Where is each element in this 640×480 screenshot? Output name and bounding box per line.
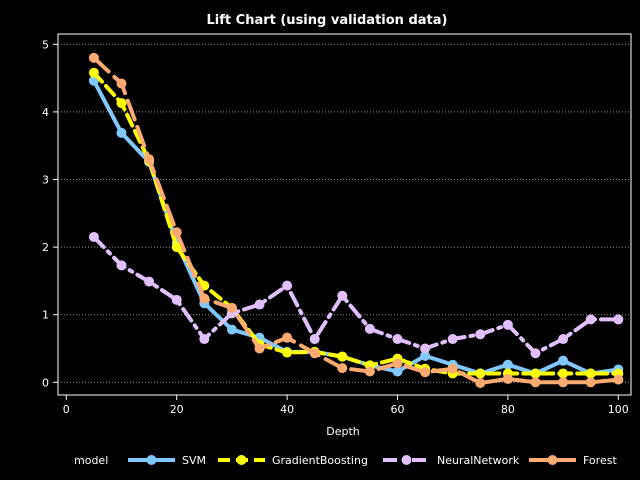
- data-point: [420, 343, 431, 354]
- data-point: [364, 366, 375, 377]
- data-point: [309, 348, 320, 359]
- data-point: [116, 78, 127, 89]
- legend-label: GradientBoosting: [272, 454, 368, 467]
- data-point: [392, 366, 403, 377]
- x-tick-label: 80: [501, 403, 515, 416]
- data-point: [337, 351, 348, 362]
- y-tick-label: 5: [42, 38, 49, 51]
- data-point: [171, 242, 182, 253]
- series-group: [88, 52, 624, 388]
- data-point: [558, 377, 569, 388]
- y-axis: 0 1 2 3 4 5: [42, 38, 58, 389]
- data-point: [144, 154, 155, 165]
- data-point: [392, 334, 403, 345]
- data-point: [475, 368, 486, 379]
- data-point: [475, 377, 486, 388]
- data-point: [364, 323, 375, 334]
- data-point: [309, 334, 320, 345]
- data-point: [613, 314, 624, 325]
- data-point: [447, 334, 458, 345]
- data-point: [502, 359, 513, 370]
- y-tick-label: 1: [42, 309, 49, 322]
- legend-swatch-marker: [547, 455, 558, 465]
- x-tick-label: 0: [63, 403, 70, 416]
- data-point: [447, 363, 458, 374]
- series-NeuralNetwork: [88, 231, 624, 359]
- y-tick-label: 3: [42, 174, 49, 187]
- x-tick-label: 40: [280, 403, 294, 416]
- data-point: [116, 98, 127, 109]
- data-point: [337, 290, 348, 301]
- data-point: [502, 319, 513, 330]
- data-point: [254, 343, 265, 354]
- x-tick-label: 20: [170, 403, 184, 416]
- data-point: [199, 293, 210, 304]
- data-point: [88, 67, 99, 78]
- legend-swatch-marker: [401, 455, 412, 465]
- data-point: [282, 280, 293, 291]
- data-point: [585, 368, 596, 379]
- data-point: [530, 368, 541, 379]
- data-point: [558, 368, 569, 379]
- legend-title: model: [74, 454, 108, 467]
- data-point: [226, 324, 237, 335]
- data-point: [171, 294, 182, 305]
- legend: model SVM GradientBoosting NeuralNetwork Fo…: [74, 454, 617, 467]
- data-point: [392, 358, 403, 369]
- data-point: [558, 355, 569, 366]
- legend-swatch-marker: [146, 455, 157, 465]
- x-axis-label: Depth: [326, 425, 360, 438]
- data-point: [475, 329, 486, 340]
- data-point: [420, 367, 431, 378]
- x-axis: 0 20 40 60 80 100: [63, 395, 629, 416]
- legend-swatch-marker: [236, 455, 247, 465]
- data-point: [530, 377, 541, 388]
- data-point: [558, 334, 569, 345]
- data-point: [530, 348, 541, 359]
- y-tick-label: 4: [42, 106, 49, 119]
- data-point: [337, 363, 348, 374]
- x-tick-label: 100: [608, 403, 629, 416]
- data-point: [282, 347, 293, 358]
- series-Forest: [88, 52, 624, 388]
- data-point: [502, 373, 513, 384]
- data-point: [226, 302, 237, 313]
- data-point: [613, 374, 624, 385]
- data-point: [144, 276, 155, 287]
- data-point: [171, 227, 182, 238]
- legend-label: NeuralNetwork: [437, 454, 520, 467]
- legend-label: Forest: [583, 454, 617, 467]
- data-point: [88, 52, 99, 63]
- data-point: [116, 260, 127, 271]
- data-point: [282, 332, 293, 343]
- plot-frame: [57, 33, 632, 396]
- data-point: [116, 127, 127, 138]
- y-tick-label: 2: [42, 241, 49, 254]
- data-point: [254, 299, 265, 310]
- plot-area: 0 1 2 3 4 5 0 20 40 60 80 100: [42, 33, 632, 416]
- data-point: [585, 314, 596, 325]
- data-point: [88, 231, 99, 242]
- data-point: [420, 350, 431, 361]
- data-point: [585, 377, 596, 388]
- y-tick-label: 0: [42, 376, 49, 389]
- x-tick-label: 60: [391, 403, 405, 416]
- chart-title: Lift Chart (using validation data): [207, 13, 448, 28]
- data-point: [199, 334, 210, 345]
- legend-label: SVM: [182, 454, 206, 467]
- series-line: [91, 235, 621, 356]
